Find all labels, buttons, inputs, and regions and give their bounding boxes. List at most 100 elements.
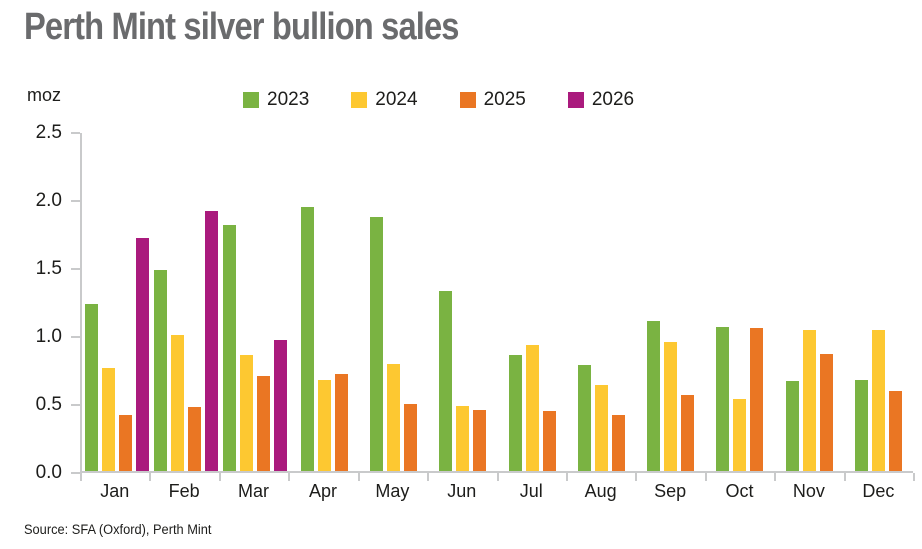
bar-2025-jun [473,409,487,471]
bar-2024-sep [664,341,678,471]
bar-2024-feb [170,335,184,471]
month-group-jul [498,133,567,471]
plot-area [80,133,913,473]
y-tick-mark-0.0 [71,472,80,474]
bar-2024-nov [802,329,816,471]
x-axis-label-mar: Mar [238,481,270,501]
month-group-dec [844,133,913,471]
bar-2025-may [404,404,418,471]
x-tick-mark-12 [913,473,915,481]
x-tick-mark-4 [357,473,360,481]
bar-2025-aug [611,415,625,471]
y-tick-label-1.5: 1.5 [35,258,62,279]
bar-2024-oct [733,398,747,471]
bar-2023-oct [716,326,730,471]
bar-2023-dec [854,379,868,471]
legend-label-2024: 2024 [375,89,418,110]
y-tick-mark-2.0 [71,200,80,202]
x-axis-label-sep: Sep [654,481,687,501]
x-tick-mark-7 [565,473,568,481]
legend-swatch-2025 [459,92,476,108]
y-tick-label-0.5: 0.5 [35,394,62,415]
bar-2025-oct [750,328,764,471]
bar-2023-jul [508,355,522,471]
y-axis-unit-label: moz [27,85,62,105]
x-tick-mark-11 [843,473,846,481]
x-tick-mark-5 [427,473,430,481]
month-group-oct [705,133,774,471]
legend-label-2023: 2023 [267,89,310,110]
x-axis-labels: Jan Feb Mar Apr May Jun Jul Aug Sep Oct Nov Dec [80,481,913,502]
x-axis-label-jun: Jun [447,481,477,501]
bar-2023-jun [439,291,453,471]
month-group-aug [567,133,636,471]
y-tick-mark-0.5 [71,404,80,406]
month-group-feb [151,133,220,471]
y-tick-label-2.0: 2.0 [35,190,62,211]
x-axis-label-feb: Feb [168,481,200,501]
bar-2023-aug [577,364,591,471]
month-group-sep [636,133,705,471]
bar-2025-apr [334,374,348,471]
bar-2023-jan [84,303,98,471]
x-axis-label-may: May [375,481,410,501]
legend-item-2024: 2024 [351,89,418,111]
bar-2024-jun [456,405,470,471]
x-tick-mark-1 [149,473,152,481]
x-tick-mark-0 [80,473,82,481]
bar-2025-sep [681,394,695,471]
bar-2024-dec [871,329,885,471]
legend-swatch-2026 [567,92,584,108]
x-axis-label-nov: Nov [792,481,825,501]
month-group-jan [82,133,151,471]
legend-label-2026: 2026 [591,89,635,110]
y-tick-label-1.0: 1.0 [35,326,62,347]
legend-item-2023: 2023 [243,89,309,111]
bar-2023-sep [647,321,661,471]
bar-2023-feb [153,269,167,471]
x-tick-mark-3 [288,473,291,481]
legend-swatch-2024 [351,92,368,108]
x-tick-mark-9 [704,473,707,481]
x-tick-mark-6 [496,473,499,481]
y-tick-mark-1.0 [71,336,80,338]
bar-2023-mar [223,224,237,471]
bar-2025-dec [888,390,902,471]
month-group-mar [221,133,290,471]
y-tick-mark-2.5 [71,132,80,134]
y-tick-label-0.0: 0.0 [35,462,62,483]
bar-2025-nov [819,354,833,471]
x-tick-mark-8 [635,473,638,481]
month-group-nov [775,133,844,471]
x-tick-mark-2 [218,473,221,481]
bar-2024-jul [525,344,539,471]
bar-2023-may [370,216,384,471]
bar-2024-mar [240,355,254,471]
x-axis-label-dec: Dec [862,481,895,501]
bar-2025-jan [118,415,132,471]
month-group-apr [290,133,359,471]
bar-2023-nov [785,381,799,471]
month-group-jun [428,133,497,471]
legend-label-2025: 2025 [483,89,526,110]
bar-2025-feb [187,407,201,471]
bar-2024-jan [101,367,115,471]
x-tick-mark-10 [774,473,777,481]
bar-2026-mar [274,340,288,471]
x-axis-label-aug: Aug [584,481,617,501]
x-axis-label-apr: Apr [308,481,337,501]
legend-item-2025: 2025 [459,89,526,111]
bar-2026-feb [204,211,218,471]
source-note: Source: SFA (Oxford), Perth Mint [24,522,212,537]
bar-groups-container [82,133,913,471]
bar-2023-apr [300,207,314,471]
bar-2024-apr [317,379,331,471]
bar-2025-mar [257,375,271,471]
page-title: Perth Mint silver bullion sales [24,6,459,48]
bar-2024-aug [594,385,608,471]
legend-swatch-2023 [243,92,259,108]
x-axis-label-jan: Jan [100,481,130,501]
month-group-may [359,133,428,471]
bar-2024-may [387,363,401,471]
